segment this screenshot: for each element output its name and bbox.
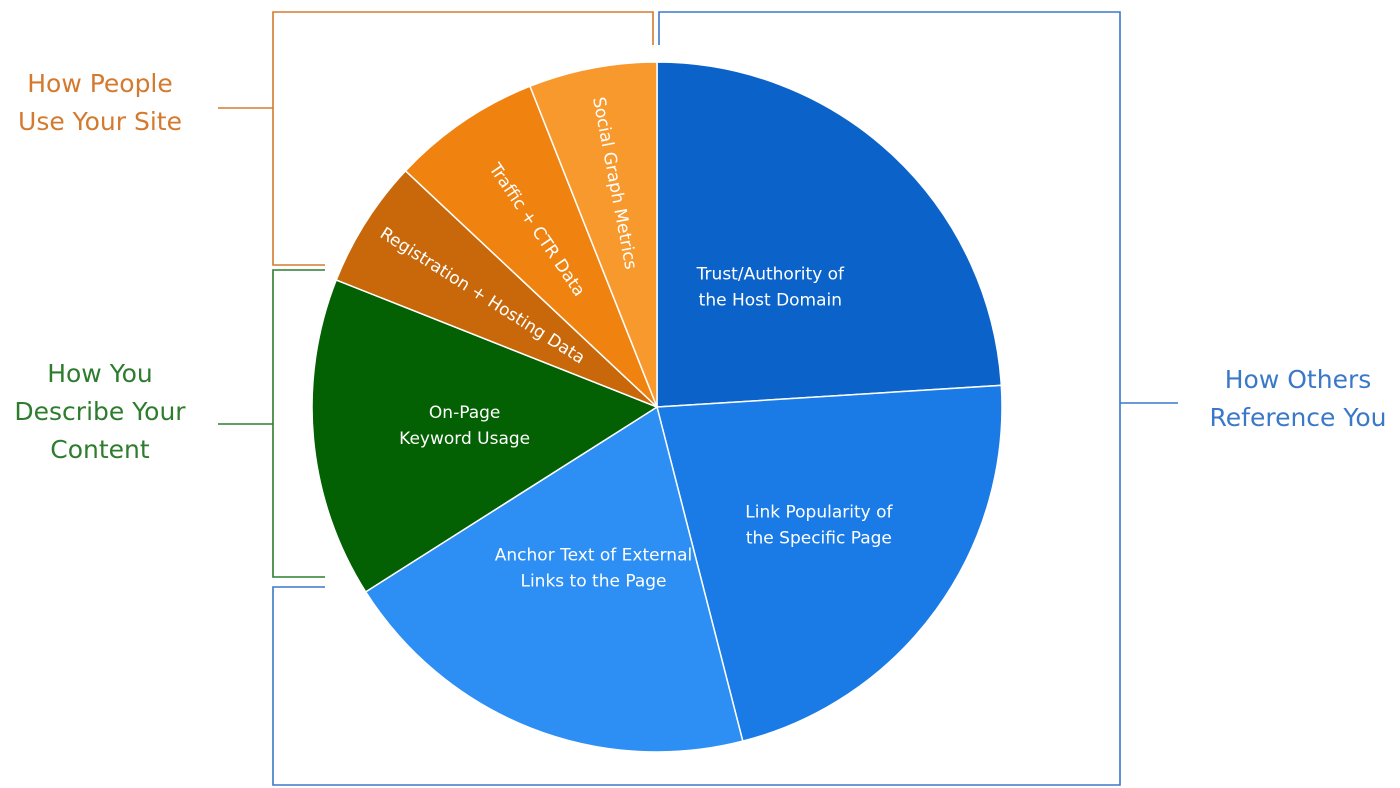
slice-label-line: Link Popularity of — [745, 503, 893, 523]
group-label-people: How People Use Your Site — [18, 69, 182, 136]
bracket-people — [218, 11, 654, 266]
group-label-line: Reference You — [1210, 403, 1387, 432]
group-label-others: How Others Reference You — [1210, 365, 1387, 432]
pie-slice-link-popularity-of-the-specific-page — [656, 384, 1003, 743]
slice-label-line: the Host Domain — [699, 290, 842, 310]
group-brackets — [218, 11, 1178, 786]
bracket-content — [218, 269, 325, 578]
slice-label-line: Anchor Text of External — [495, 545, 692, 565]
group-label-content: How You Describe Your Content — [14, 359, 186, 464]
pie-slice-trust-authority-of-the-host-domain — [656, 61, 1003, 408]
pie-slice-registration-hosting-data — [335, 169, 658, 408]
slice-label-on-page-keyword-usage: On-Page Keyword Usage — [399, 403, 530, 449]
slice-label-line: Links to the Page — [520, 571, 666, 591]
slice-label-trust-authority-of-the-host-domain: Trust/Authority of the Host Domain — [696, 264, 845, 310]
slice-label-anchor-text-of-external-links-to-the-page: Anchor Text of External Links to the Page — [495, 545, 692, 591]
pie-slice-traffic-ctr-data — [404, 85, 658, 408]
pie-slice-social-graph-metrics — [529, 61, 658, 408]
bracket-others — [272, 11, 1178, 786]
slice-label-line: Keyword Usage — [399, 429, 530, 449]
group-label-line: Describe Your — [14, 397, 186, 426]
slice-label-link-popularity-of-the-specific-page: Link Popularity of the Specific Page — [745, 503, 893, 549]
group-label-line: How You — [47, 359, 153, 388]
pie-slice-on-page-keyword-usage — [311, 279, 659, 593]
group-label-line: Content — [50, 435, 150, 464]
pie-slices — [311, 61, 1003, 753]
slice-label-line: On-Page — [429, 403, 500, 423]
slice-label-line: Trust/Authority of — [696, 264, 845, 284]
pie-slice-anchor-text-of-external-links-to-the-page — [364, 405, 744, 753]
group-label-line: How Others — [1225, 365, 1372, 394]
group-label-line: How People — [27, 69, 173, 98]
slice-label-line: the Specific Page — [746, 529, 892, 549]
group-labels: How People Use Your Site How You Describe Y… — [14, 69, 1386, 464]
group-label-line: Use Your Site — [18, 107, 182, 136]
